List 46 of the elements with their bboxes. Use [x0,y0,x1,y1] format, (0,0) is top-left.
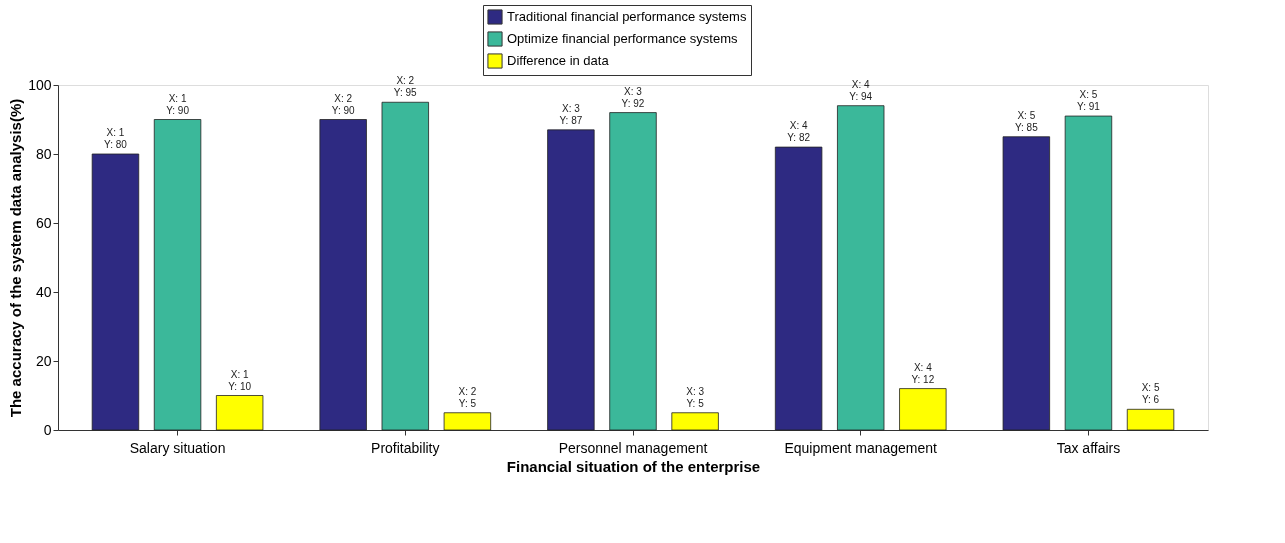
data-label: X: 3 Y: 92 [621,85,645,109]
legend-label: Optimize financial performance systems [507,31,738,46]
data-label: X: 2 Y: 95 [393,75,418,99]
data-label: X: 5 Y: 6 [1141,382,1160,406]
y-tick-label: 80 [35,145,52,162]
data-label: X: 1 Y: 10 [228,368,252,392]
data-label: X: 5 Y: 91 [1077,89,1101,113]
data-label: X: 2 Y: 5 [458,385,477,409]
y-tick-label: 0 [43,421,52,438]
bar [381,101,429,431]
bar [153,119,202,431]
bar [443,412,492,431]
y-tick-label: 40 [35,283,52,300]
data-label: X: 4 Y: 82 [787,120,811,144]
data-label: X: 3 Y: 5 [686,385,705,409]
bar [899,388,947,431]
y-axis-title: The accuracy of the system data analysis(%) [7,98,25,418]
x-tick-label: Salary situation [129,439,226,456]
data-label: X: 3 Y: 87 [559,102,583,126]
x-axis-title: Financial situation of the enterprise [506,457,761,475]
bar [91,153,140,431]
bar [319,119,367,431]
data-label: X: 4 Y: 12 [911,361,935,385]
x-tick-label: Profitability [371,439,440,456]
x-tick-label: Equipment management [784,439,938,456]
bar [774,146,823,431]
y-tick-label: 100 [28,76,52,93]
bar [547,129,595,431]
data-label: X: 4 Y: 94 [849,78,873,102]
y-tick-label: 20 [35,352,52,369]
x-tick-label: Personnel management [558,439,708,456]
data-label: X: 5 Y: 85 [1014,109,1039,133]
bar [671,412,719,431]
bar [609,112,657,431]
x-tick-label: Tax affairs [1056,439,1121,456]
bar [215,395,264,431]
bar [837,105,885,431]
bar [1064,115,1113,431]
y-tick-label: 60 [35,214,52,231]
legend-label: Difference in data [507,53,610,68]
data-label: X: 1 Y: 90 [166,92,190,116]
data-label: X: 2 Y: 90 [331,92,355,116]
bar [1126,408,1175,431]
bar [1002,136,1051,431]
data-label: X: 1 Y: 80 [104,127,128,150]
legend-label: Traditional financial performance systems [507,9,747,24]
